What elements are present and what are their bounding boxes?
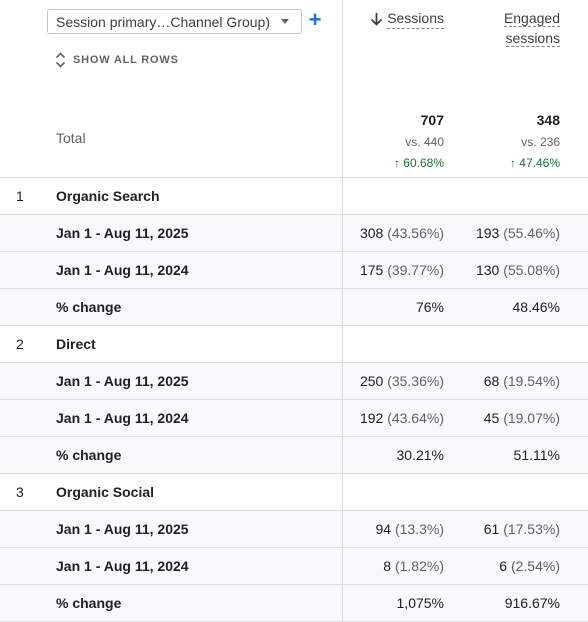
engaged-value: 45: [483, 410, 500, 426]
group-name: Organic Search: [56, 188, 160, 204]
sessions-change-value: 1,075%: [396, 595, 444, 611]
sessions-value: 192: [359, 410, 384, 426]
sessions-cell: 308 (43.56%): [360, 225, 444, 241]
engaged-percent: (2.54%): [510, 558, 560, 574]
sessions-total: 707 vs. 440 ↑ 60.68%: [394, 111, 444, 172]
table-row: % change 30.21% 51.11%: [0, 437, 588, 474]
row-label: Jan 1 - Aug 11, 2024: [56, 262, 189, 278]
sessions-percent: (43.64%): [387, 410, 444, 426]
engaged-percent: (19.07%): [503, 410, 560, 426]
sessions-percent: (35.36%): [387, 373, 444, 389]
engaged-value: 6: [499, 558, 508, 574]
table-row: Jan 1 - Aug 11, 2024 175 (39.77%) 130 (5…: [0, 252, 588, 289]
sessions-percent: (13.3%): [394, 521, 444, 537]
sessions-percent: (39.77%): [387, 262, 444, 278]
sessions-value: 8: [383, 558, 392, 574]
table-row: Jan 1 - Aug 11, 2024 192 (43.64%) 45 (19…: [0, 400, 588, 437]
row-label: Jan 1 - Aug 11, 2025: [56, 373, 189, 389]
sessions-value: 175: [359, 262, 384, 278]
sessions-total-comparison: vs. 440: [405, 135, 444, 149]
engaged-value: 193: [475, 225, 500, 241]
sessions-value: 94: [375, 521, 392, 537]
total-label: Total: [56, 130, 86, 146]
engaged-total-value: 348: [536, 112, 560, 128]
sessions-column-label: Sessions: [387, 8, 444, 29]
row-index: 1: [16, 188, 24, 204]
sessions-cell: 192 (43.64%): [360, 410, 444, 426]
sessions-cell: 175 (39.77%): [360, 262, 444, 278]
engaged-cell: 193 (55.46%): [476, 225, 560, 241]
engaged-cell: 45 (19.07%): [484, 410, 560, 426]
engaged-change-value: 51.11%: [513, 447, 560, 463]
engaged-value: 68: [483, 373, 500, 389]
sessions-cell: 94 (13.3%): [376, 521, 445, 537]
engaged-value: 130: [475, 262, 500, 278]
row-label: Jan 1 - Aug 11, 2025: [56, 521, 189, 537]
table-row: Jan 1 - Aug 11, 2025 308 (43.56%) 193 (5…: [0, 215, 588, 252]
row-index: 2: [16, 336, 24, 352]
row-label: % change: [56, 299, 122, 315]
sessions-total-value: 707: [420, 112, 444, 128]
table-row: % change 1,075% 916.67%: [0, 585, 588, 622]
sessions-cell: 8 (1.82%): [383, 558, 444, 574]
engaged-cell: 130 (55.08%): [476, 262, 560, 278]
engaged-cell: 6 (2.54%): [499, 558, 560, 574]
sessions-value: 308: [359, 225, 384, 241]
row-label: % change: [56, 595, 122, 611]
chevron-down-icon: [281, 19, 289, 24]
table-row: Jan 1 - Aug 11, 2024 8 (1.82%) 6 (2.54%): [0, 548, 588, 585]
dimension-dropdown[interactable]: Session primary…Channel Group): [47, 9, 302, 34]
table-row: Jan 1 - Aug 11, 2025 94 (13.3%) 61 (17.5…: [0, 511, 588, 548]
sort-descending-icon: [370, 12, 383, 26]
engaged-percent: (17.53%): [503, 521, 560, 537]
row-label: Jan 1 - Aug 11, 2024: [56, 410, 189, 426]
group-name: Direct: [56, 336, 96, 352]
show-all-rows-button[interactable]: SHOW ALL ROWS: [55, 51, 179, 69]
engaged-sessions-column-header[interactable]: Engaged sessions: [503, 8, 560, 48]
sessions-percent: (43.56%): [387, 225, 444, 241]
unfold-icon: [55, 52, 66, 68]
show-all-rows-label: SHOW ALL ROWS: [73, 54, 179, 66]
row-label: % change: [56, 447, 122, 463]
group-row-organic-social[interactable]: 3 Organic Social: [0, 474, 588, 511]
engaged-total-comparison: vs. 236: [521, 135, 560, 149]
engaged-percent: (19.54%): [503, 373, 560, 389]
sessions-percent: (1.82%): [394, 558, 444, 574]
sessions-change-value: 30.21%: [396, 447, 444, 463]
engaged-percent: (55.08%): [503, 262, 560, 278]
sessions-change-value: 76%: [415, 299, 444, 315]
sessions-total-change: ↑ 60.68%: [393, 156, 444, 170]
sessions-cell: 250 (35.36%): [360, 373, 444, 389]
add-dimension-button[interactable]: +: [308, 7, 322, 32]
engaged-change-value: 48.46%: [512, 299, 560, 315]
engaged-total: 348 vs. 236 ↑ 47.46%: [510, 111, 560, 172]
engaged-cell: 68 (19.54%): [484, 373, 560, 389]
engaged-column-label-line2: sessions: [505, 30, 560, 47]
dimension-dropdown-label: Session primary…Channel Group): [56, 13, 270, 30]
row-label: Jan 1 - Aug 11, 2025: [56, 225, 189, 241]
group-row-direct[interactable]: 2 Direct: [0, 326, 588, 363]
engaged-change-value: 916.67%: [504, 595, 560, 611]
engaged-column-label-line1: Engaged: [503, 10, 560, 27]
table-header: Session primary…Channel Group) + SHOW AL…: [0, 0, 588, 178]
engaged-value: 61: [483, 521, 500, 537]
table-row: % change 76% 48.46%: [0, 289, 588, 326]
column-divider: [342, 0, 343, 622]
engaged-cell: 61 (17.53%): [484, 521, 560, 537]
sessions-value: 250: [359, 373, 384, 389]
group-row-organic-search[interactable]: 1 Organic Search: [0, 178, 588, 215]
row-label: Jan 1 - Aug 11, 2024: [56, 558, 189, 574]
engaged-total-change: ↑ 47.46%: [509, 156, 560, 170]
row-index: 3: [16, 484, 24, 500]
engaged-percent: (55.46%): [503, 225, 560, 241]
group-name: Organic Social: [56, 484, 155, 500]
sessions-column-header[interactable]: Sessions: [370, 8, 444, 29]
table-row: Jan 1 - Aug 11, 2025 250 (35.36%) 68 (19…: [0, 363, 588, 400]
